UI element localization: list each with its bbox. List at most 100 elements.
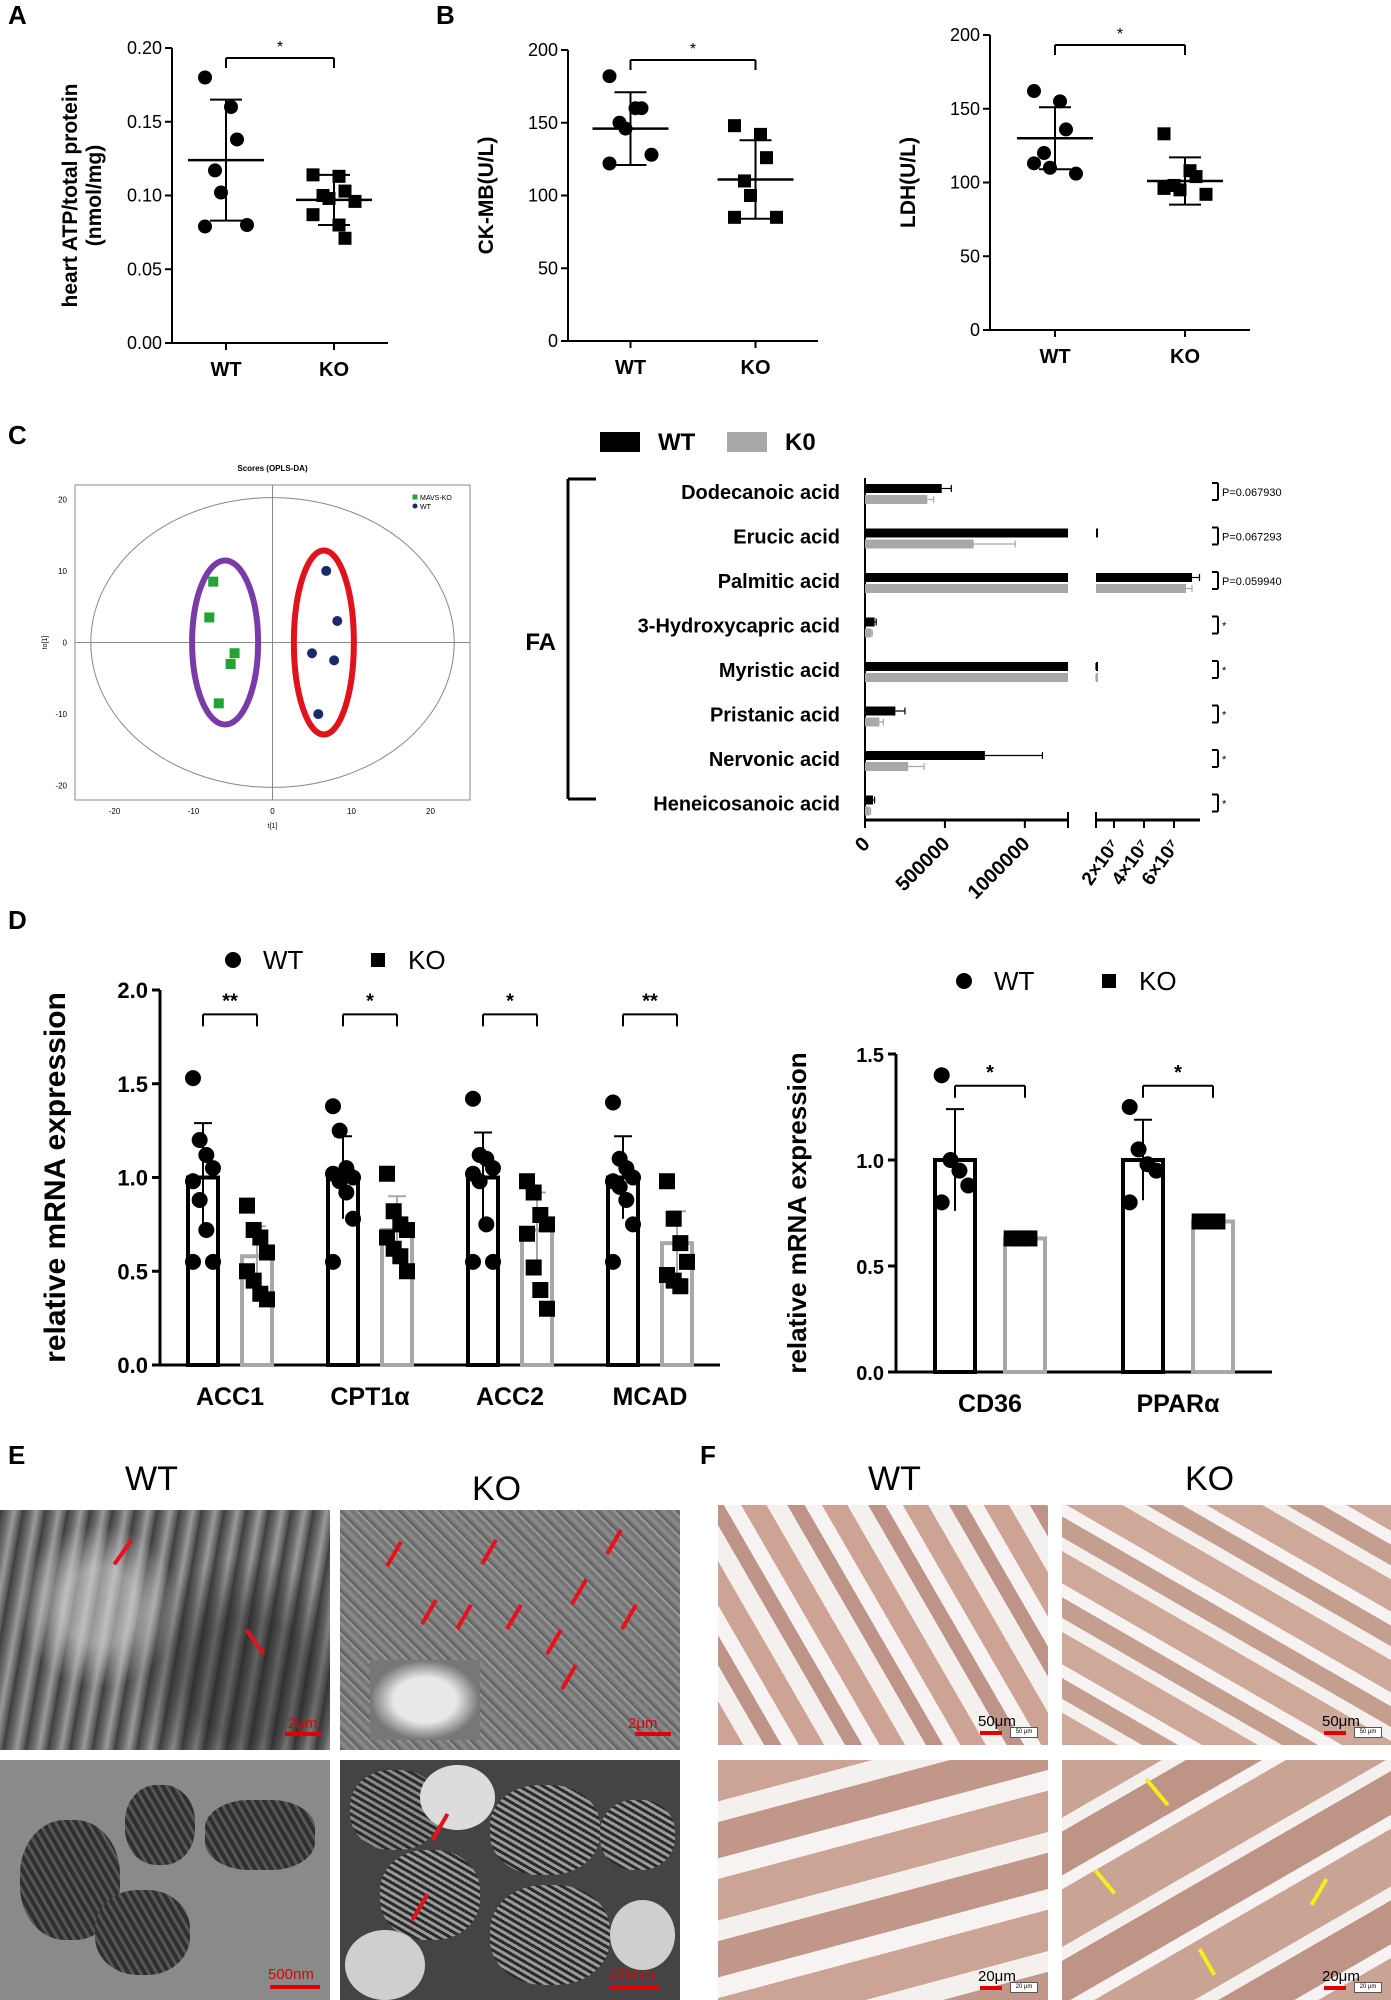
data-point (252, 1229, 269, 1246)
data-point (185, 1070, 201, 1087)
data-point (306, 168, 320, 182)
red-arrow-icon (420, 1598, 438, 1626)
pvalue-label: * (1222, 665, 1227, 677)
bar (865, 673, 1068, 682)
x-tick-label: WT (1039, 346, 1070, 368)
legend-label: MAVS-KO (420, 495, 452, 502)
pvalue-label: * (1222, 799, 1227, 811)
data-point (329, 655, 340, 666)
scale-label: 500nm (608, 1966, 654, 1983)
data-point (485, 1160, 501, 1177)
red-arrow-icon (620, 1603, 638, 1631)
y-tick-label: 1.5 (117, 1072, 148, 1097)
significance-label: * (366, 990, 374, 1012)
y-tick-label: -20 (55, 782, 67, 791)
histology-ko-low: 50μm 50 μm (1062, 1505, 1391, 1745)
x-tick-label: 10 (347, 807, 356, 816)
x-tick-label: KO (1170, 346, 1200, 368)
data-point (198, 70, 212, 85)
scale-box: 50 μm (1354, 1727, 1382, 1738)
data-point (204, 612, 215, 623)
legend-label: WT (658, 429, 696, 456)
red-arrow-icon (385, 1540, 403, 1568)
data-point (322, 191, 336, 205)
category-label: Myristic acid (719, 660, 840, 682)
data-point (951, 1162, 968, 1179)
data-point (1121, 1194, 1138, 1211)
scale-bar (270, 1985, 320, 1989)
data-point (532, 1282, 549, 1298)
wt-group-ellipse (290, 547, 357, 738)
data-point (659, 1173, 675, 1190)
panel-e-title-wt: WT (125, 1460, 178, 1498)
data-point (1121, 1099, 1138, 1115)
data-point (525, 1184, 542, 1201)
legend-label: WT (994, 966, 1035, 996)
bar (865, 762, 909, 771)
pvalue-label: P=0.067930 (1222, 487, 1282, 499)
data-point (245, 1272, 262, 1289)
data-point (960, 1177, 977, 1194)
data-point (1199, 187, 1213, 201)
bar (865, 495, 928, 504)
x-tick-label: 1000000 (964, 833, 1035, 904)
data-point (205, 1253, 221, 1270)
category-label: Heneicosanoic acid (653, 794, 840, 816)
bar (1096, 662, 1098, 671)
confidence-ellipse (90, 497, 455, 788)
data-point (602, 156, 617, 171)
scale-label: 2μm (288, 1715, 318, 1732)
data-point (1059, 122, 1073, 137)
y-tick-label: 2.0 (117, 978, 148, 1003)
legend-label: K0 (785, 429, 816, 456)
y-tick-label: 0 (63, 639, 68, 648)
bar (865, 662, 1068, 671)
data-point (240, 218, 254, 232)
data-point (744, 189, 757, 202)
bar (1096, 584, 1186, 593)
panel-letter-f: F (700, 1440, 716, 1470)
data-point (331, 1122, 348, 1139)
data-point (644, 147, 659, 162)
significance-label: * (690, 41, 696, 58)
bar (865, 628, 872, 638)
scale-bar (980, 1986, 1002, 1990)
legend-marker (225, 952, 241, 968)
data-point (625, 1216, 641, 1233)
data-point (392, 1248, 409, 1265)
data-point (672, 1235, 689, 1252)
panel-letter-c: C (8, 420, 27, 450)
pvalue-label: P=0.059940 (1222, 576, 1282, 588)
scale-bar (980, 1731, 1002, 1735)
y-axis-label: to[1] (42, 636, 49, 650)
y-tick-label: 20 (58, 495, 67, 504)
scale-bar (1324, 1731, 1346, 1735)
data-point (338, 231, 352, 245)
data-point (605, 1253, 621, 1270)
x-tick-label: WT (210, 359, 241, 381)
x-tick-label: -10 (188, 807, 200, 816)
data-point (307, 648, 317, 659)
significance-label: * (277, 39, 283, 56)
data-point (191, 1132, 208, 1148)
significance-label: ** (222, 990, 238, 1012)
scale-bar (610, 1985, 660, 1989)
legend-label: WT (420, 504, 432, 511)
data-point (754, 127, 767, 141)
panel-f-title-ko: KO (1185, 1460, 1235, 1498)
category-label: Nervonic acid (709, 749, 840, 771)
bar (865, 806, 870, 816)
data-point (728, 210, 741, 224)
red-arrow-icon (570, 1578, 588, 1606)
significance-label: * (986, 1062, 994, 1084)
data-point (539, 1216, 555, 1233)
data-point (332, 616, 343, 627)
data-point (1021, 1230, 1038, 1247)
data-point (379, 1165, 395, 1182)
bar (1096, 573, 1192, 582)
pvalue-label: P=0.067293 (1222, 532, 1282, 544)
data-point (539, 1300, 555, 1317)
data-point (465, 1090, 481, 1107)
red-arrow-icon (455, 1603, 473, 1631)
bar (1191, 1219, 1235, 1374)
